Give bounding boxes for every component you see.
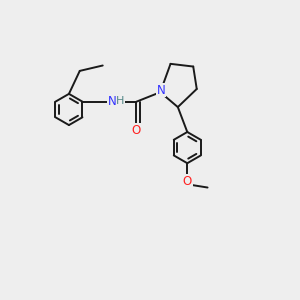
Text: H: H [116, 96, 124, 106]
Text: O: O [183, 175, 192, 188]
Text: O: O [132, 124, 141, 137]
Text: N: N [108, 94, 116, 108]
Text: N: N [156, 84, 165, 97]
